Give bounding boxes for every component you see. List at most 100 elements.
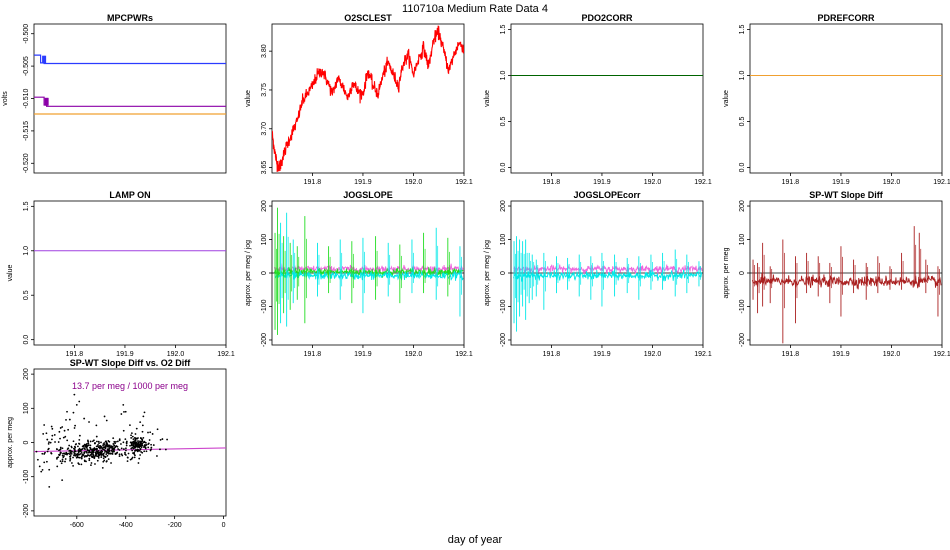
y-tick-label: -100 xyxy=(739,299,746,313)
scatter-point xyxy=(108,445,111,448)
scatter-point xyxy=(97,446,100,449)
panel-spwtvso2: SP-WT Slope Diff vs. O2 Diff approx. per … xyxy=(7,358,227,529)
scatter-point xyxy=(102,444,104,447)
scatter-point xyxy=(69,455,72,457)
scatter-point xyxy=(107,452,110,455)
y-tick-label: 1.0 xyxy=(23,246,30,256)
scatter-point xyxy=(142,415,145,418)
x-tick-label: 192.1 xyxy=(455,351,473,358)
scatter-point xyxy=(93,448,96,451)
fit-line xyxy=(34,447,226,453)
plot-frame xyxy=(33,23,227,174)
scatter-point xyxy=(147,431,149,434)
scatter-point xyxy=(112,447,115,450)
plot-area xyxy=(29,393,226,488)
scatter-point xyxy=(90,464,92,467)
scatter-point xyxy=(29,462,31,464)
scatter-point xyxy=(105,451,108,453)
scatter-point xyxy=(141,442,143,445)
scatter-point xyxy=(93,439,95,442)
scatter-point xyxy=(44,451,46,454)
x-tick-label: 192.1 xyxy=(933,179,950,186)
scatter-point xyxy=(98,442,100,445)
x-tick-label: 192.0 xyxy=(644,179,662,186)
scatter-point xyxy=(88,421,90,423)
scatter-point xyxy=(107,449,109,452)
plot-area xyxy=(750,226,942,344)
scatter-point xyxy=(49,441,52,444)
scatter-point xyxy=(61,458,64,461)
y-axis-label: approx. per meg / jog xyxy=(245,240,252,306)
scatter-point xyxy=(151,433,154,435)
panel-jogslope: JOGSLOPE approx. per meg / jog -200 -100 0 10… xyxy=(245,190,473,358)
scatter-point xyxy=(53,434,56,436)
y-tick-label: 0.0 xyxy=(500,163,507,173)
scatter-point xyxy=(144,444,147,447)
scatter-point xyxy=(66,448,69,450)
scatter-point xyxy=(125,454,127,456)
scatter-point xyxy=(135,441,138,444)
scatter-point xyxy=(31,455,33,457)
scatter-point xyxy=(150,448,152,451)
y-tick-label: 3.75 xyxy=(261,83,268,97)
scatter-point xyxy=(91,448,94,451)
scatter-point xyxy=(118,453,121,456)
y-tick-label: 200 xyxy=(739,200,746,212)
scatter-point xyxy=(97,440,100,443)
scatter-point xyxy=(64,435,67,438)
y-tick-label: 100 xyxy=(261,234,268,246)
x-tick-label: 192.0 xyxy=(405,179,423,186)
scatter-point xyxy=(100,456,103,458)
slope-annotation: 13.7 per meg / 1000 per meg xyxy=(72,381,188,391)
scatter-point xyxy=(84,454,87,457)
series-line-cyan xyxy=(513,269,703,282)
scatter-point xyxy=(78,447,81,450)
scatter-point xyxy=(144,447,147,450)
scatter-point xyxy=(69,451,72,454)
scatter-point xyxy=(80,451,83,454)
y-tick-label: 0 xyxy=(23,440,30,444)
x-tick-label: 191.9 xyxy=(116,351,134,358)
scatter-point xyxy=(129,458,132,461)
scatter-point xyxy=(156,455,158,457)
x-tick-label: 192.0 xyxy=(883,179,901,186)
scatter-point xyxy=(59,446,62,449)
y-tick-label: -100 xyxy=(500,299,507,313)
scatter-point xyxy=(105,460,108,462)
scatter-point xyxy=(85,450,88,453)
scatter-point xyxy=(56,465,59,468)
scatter-point xyxy=(73,451,75,454)
scatter-point xyxy=(61,460,64,463)
scatter-point xyxy=(36,458,39,461)
scatter-point xyxy=(89,454,92,456)
scatter-point xyxy=(124,410,127,413)
panel-title: SP-WT Slope Diff vs. O2 Diff xyxy=(70,358,192,368)
scatter-point xyxy=(74,450,77,453)
scatter-point xyxy=(123,411,125,413)
scatter-point xyxy=(107,440,110,442)
scatter-point xyxy=(114,445,117,448)
scatter-point xyxy=(138,449,141,452)
scatter-point xyxy=(77,445,79,448)
scatter-point xyxy=(78,456,81,459)
scatter-point xyxy=(129,441,132,444)
scatter-point xyxy=(95,447,98,450)
scatter-point xyxy=(41,468,44,471)
scatter-point xyxy=(147,446,150,449)
scatter-point xyxy=(107,458,110,461)
scatter-point xyxy=(122,429,125,432)
series-line-pink xyxy=(513,264,703,276)
scatter-point xyxy=(74,454,77,457)
scatter-point xyxy=(111,453,114,455)
scatter-point xyxy=(59,427,62,429)
scatter-point xyxy=(97,449,100,452)
scatter-point xyxy=(54,441,56,443)
panel-pdo2corr: PDO2CORR value 0.0 0.5 1.0 1.5 191.8 191.9 192.0… xyxy=(484,13,712,186)
x-tick-label: 192.1 xyxy=(455,179,473,186)
scatter-point xyxy=(133,443,136,445)
scatter-point xyxy=(120,453,123,456)
y-tick-label: 0 xyxy=(500,271,507,275)
scatter-point xyxy=(115,452,118,455)
scatter-point xyxy=(141,444,144,447)
